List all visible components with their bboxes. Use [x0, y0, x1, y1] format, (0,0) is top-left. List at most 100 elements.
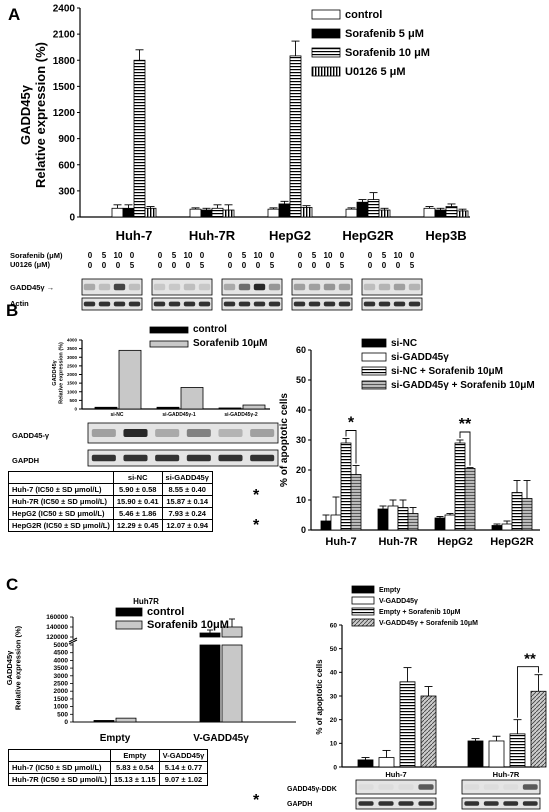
blot-band	[83, 301, 96, 307]
bar	[94, 406, 118, 410]
blot-band	[91, 429, 116, 437]
bar	[445, 206, 458, 218]
blot-band	[250, 429, 275, 437]
y-tick-label: 500	[69, 398, 77, 403]
table-row: HepG2 (IC50 ± SD μmol/L) 5.46 ± 1.86 7.9…	[8, 507, 213, 520]
blot-band	[408, 301, 421, 307]
y-tick-label: 2400	[53, 4, 76, 15]
blot-strip-actin	[81, 297, 143, 311]
blot-band	[98, 301, 111, 307]
bar-lower-segment	[221, 644, 243, 723]
legend-swatch	[311, 66, 341, 77]
blot-band	[378, 283, 391, 291]
bar	[378, 209, 391, 218]
y-tick-label: 4500	[54, 650, 69, 657]
bar	[387, 505, 399, 531]
blot-band	[378, 301, 391, 307]
significance-star: **	[524, 651, 536, 668]
y-axis-label: % of apoptotic cells	[279, 393, 290, 487]
legend-label: V-GADD45γ	[379, 598, 418, 605]
y-tick-label: 60	[296, 345, 306, 355]
legend-swatch	[361, 338, 387, 348]
sorafenib-dose: 5	[312, 251, 317, 260]
bar	[420, 695, 437, 768]
bar	[357, 759, 374, 768]
legend-label: V-GADD45γ + Sorafenib 10μM	[379, 620, 478, 627]
bar	[289, 55, 302, 218]
blot-band	[308, 301, 321, 307]
bar	[115, 717, 137, 723]
table-header	[8, 471, 114, 484]
y-tick-label: 2500	[54, 681, 69, 688]
bar	[189, 208, 202, 218]
table-row: Huh-7 (IC50 ± SD μmol/L) 5.83 ± 0.54 5.1…	[8, 761, 209, 774]
bar	[144, 207, 157, 218]
blot-band	[503, 801, 519, 806]
cell: 15.90 ± 0.41	[112, 495, 163, 508]
panel-letter-a: A	[8, 5, 20, 24]
bar	[444, 514, 456, 531]
significance-bracket	[345, 430, 357, 464]
bar	[434, 209, 447, 218]
significance-star: **	[459, 416, 472, 433]
y-tick-label: 140000	[46, 624, 68, 631]
significance-star: *	[253, 792, 260, 809]
blot-band	[378, 784, 394, 790]
x-category-label: Empty	[100, 733, 131, 744]
u0126-dose: 0	[256, 261, 261, 270]
x-category-label: si-GADD45γ-1	[162, 412, 196, 418]
table-header: si-NC	[112, 471, 163, 484]
cell: 5.14 ± 0.77	[158, 761, 209, 774]
bar	[509, 733, 526, 768]
x-category-label: si-NC	[110, 412, 123, 418]
u0126-dose: 5	[130, 261, 135, 270]
y-tick-label: 2100	[53, 30, 76, 41]
blot-band	[183, 283, 196, 291]
chart-title: Huh7R	[133, 597, 159, 606]
legend-label: si-NC	[391, 338, 417, 349]
blot-band	[186, 454, 211, 462]
significance-bracket	[459, 431, 471, 466]
u0126-label: U0126 (μM)	[10, 260, 51, 269]
significance-star: *	[253, 487, 260, 504]
y-axis-label: GADD45γRelative expression (%)	[18, 42, 48, 188]
blot-band	[464, 801, 480, 806]
blot-strip-actin	[221, 297, 283, 311]
bar	[222, 209, 235, 218]
legend-swatch	[311, 28, 341, 39]
bar	[434, 517, 446, 531]
bar	[356, 201, 369, 218]
legend-swatch	[311, 47, 341, 58]
legend-label: si-GADD45γ + Sorafenib 10μM	[391, 380, 535, 391]
cell: 5.90 ± 0.58	[112, 483, 163, 496]
y-tick-label: 0	[301, 525, 306, 535]
blot-band	[198, 301, 211, 307]
blot-strip-actin	[151, 297, 213, 311]
legend-label: control	[193, 324, 227, 335]
blot-band	[522, 784, 538, 790]
u0126-dose: 5	[340, 261, 345, 270]
blot-row-label: Actin	[10, 299, 29, 308]
legend-swatch	[149, 340, 189, 348]
legend-label: Empty + Sorafenib 10μM	[379, 609, 461, 616]
blot-band	[168, 301, 181, 307]
y-tick-label: 1500	[53, 82, 76, 93]
blot-band	[483, 801, 499, 806]
y-tick-label: 2000	[54, 688, 69, 695]
table-row: HepG2R (IC50 ± SD μmol/L) 12.29 ± 0.45 1…	[8, 519, 213, 532]
blot-band	[338, 283, 351, 291]
blot-band	[183, 301, 196, 307]
panel-c-ic50-table: Empty V-GADD45γ Huh-7 (IC50 ± SD μmol/L)…	[8, 749, 209, 786]
sorafenib-dose: 5	[102, 251, 107, 260]
legend-swatch	[115, 607, 143, 617]
legend-swatch	[149, 326, 189, 334]
blot-band	[238, 283, 251, 291]
legend-label: control	[345, 9, 382, 21]
blot-band	[503, 784, 519, 790]
y-axis-label: GADD45γRelative expression (%)	[52, 342, 64, 404]
blot-band	[522, 801, 538, 806]
y-axis-label-line: % of apoptotic cells	[315, 659, 324, 735]
blot-strip-gadd45g	[87, 422, 279, 444]
bar	[211, 207, 224, 218]
legend-label: si-NC + Sorafenib 10μM	[391, 366, 503, 377]
